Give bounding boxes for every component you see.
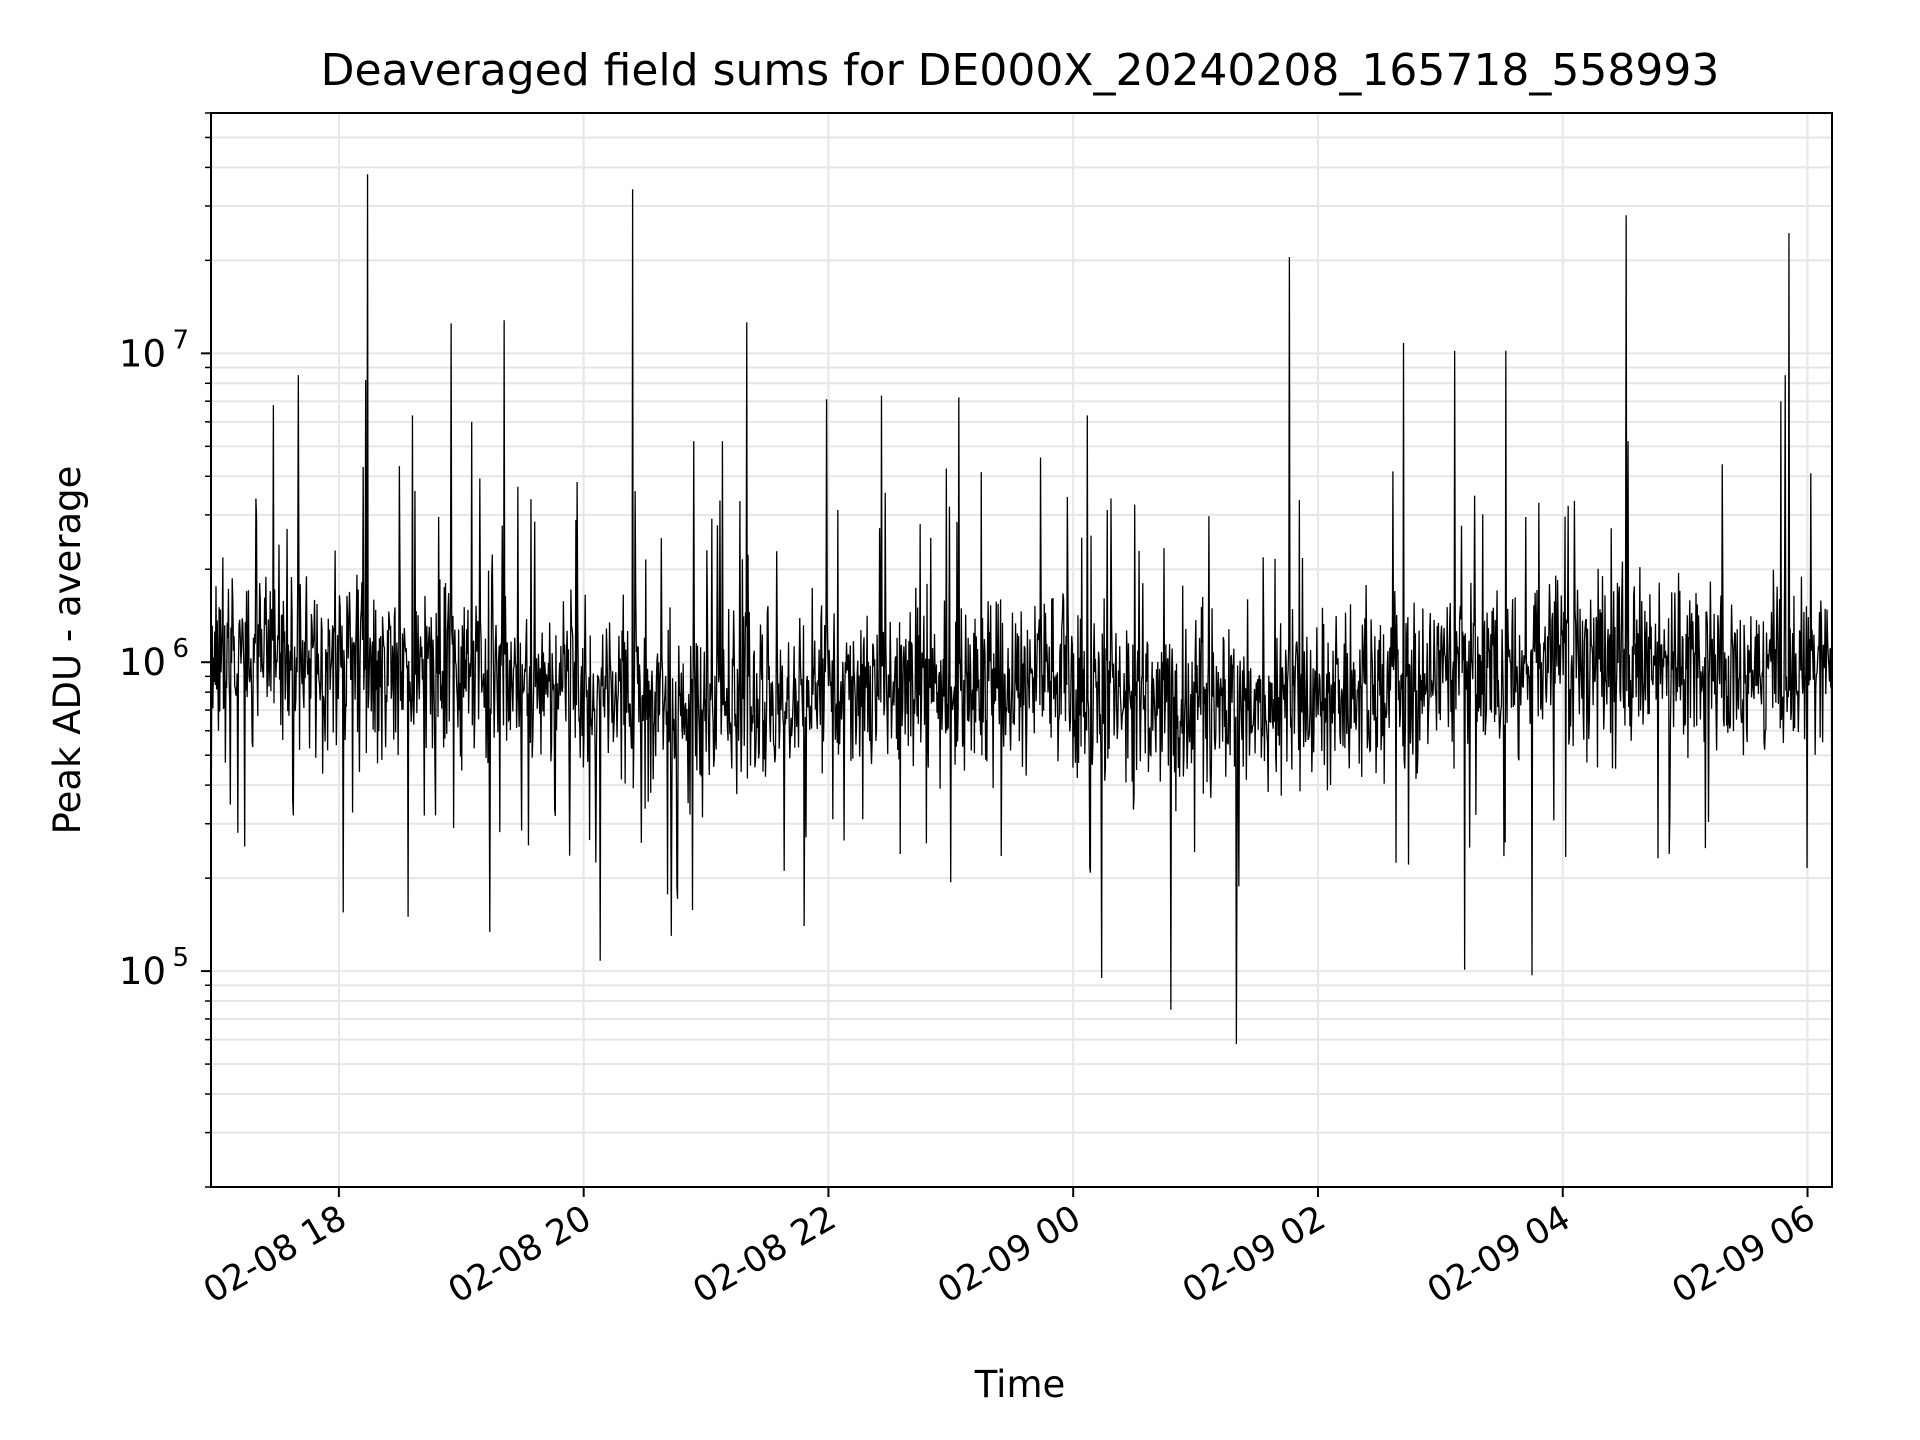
y-tick-label: 10 (119, 332, 166, 375)
series-line (210, 174, 1833, 1045)
data-series (210, 174, 1833, 1045)
y-tick-base: 10 (119, 332, 166, 375)
y-axis-label: Peak ADU - average (46, 466, 89, 835)
y-tick-base: 10 (119, 641, 166, 684)
y-tick-exponent: 7 (172, 325, 189, 355)
y-tick-base: 10 (119, 950, 166, 993)
plot-frame (210, 112, 1833, 1188)
chart-title: Deaveraged field sums for DE000X_2024020… (321, 45, 1720, 96)
y-tick-exponent: 6 (172, 634, 189, 664)
y-tick-label: 10 (119, 950, 166, 993)
y-tick-exponent: 5 (172, 943, 189, 973)
x-axis-label: Time (974, 1363, 1066, 1406)
y-tick-label: 10 (119, 641, 166, 684)
